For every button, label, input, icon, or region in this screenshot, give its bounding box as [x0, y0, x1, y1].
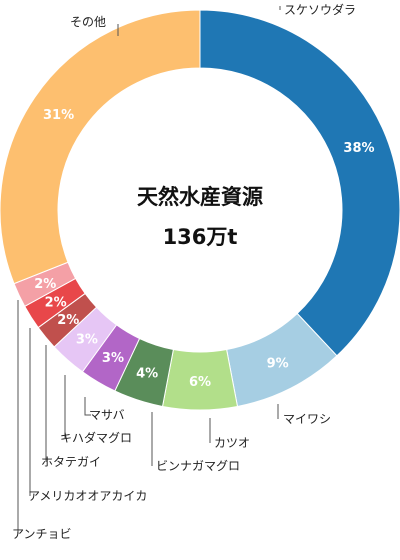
category-label: マイワシ	[283, 412, 331, 426]
slice-percent-label: 2%	[57, 313, 79, 328]
category-label: スケソウダラ	[284, 2, 356, 17]
slice-percent-label: 6%	[189, 375, 211, 390]
center-value: 136万t	[163, 225, 238, 249]
donut-slice	[199, 9, 400, 357]
slice-percent-label: 2%	[45, 296, 67, 311]
category-label: キハダマグロ	[60, 430, 132, 445]
percent-labels: 38% 9% 6% 4% 3% 3% 2% 2% 2% 31%	[34, 108, 374, 390]
category-label: アンチョビ	[12, 527, 72, 541]
slice-percent-label: 2%	[34, 277, 56, 292]
category-label: ビンナガマグロ	[156, 459, 240, 473]
category-label: カツオ	[214, 436, 250, 450]
category-label: マサバ	[89, 408, 125, 422]
slice-percent-label: 4%	[136, 367, 158, 382]
leader-lines	[17, 6, 281, 534]
category-label: その他	[70, 15, 106, 29]
donut-slices	[0, 9, 400, 411]
slice-percent-label: 31%	[43, 108, 74, 123]
donut-slice	[0, 9, 201, 285]
slice-percent-label: 3%	[102, 351, 124, 366]
category-label: ホタテガイ	[41, 455, 101, 469]
center-title: 天然水産資源	[137, 185, 263, 209]
slice-percent-label: 3%	[76, 332, 98, 347]
slice-percent-label: 38%	[343, 141, 374, 156]
slice-percent-label: 9%	[267, 356, 289, 371]
leader-line	[84, 397, 91, 416]
category-label: アメリカオオアカイカ	[28, 489, 147, 503]
